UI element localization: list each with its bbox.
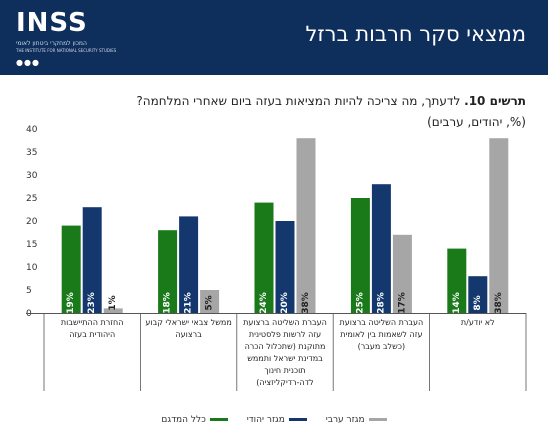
data-label: 17% [397, 292, 407, 314]
data-label: 20% [280, 292, 290, 314]
data-label: 8% [473, 295, 483, 310]
category-label: העברת השליטה ברצועת עזה לרשות פלסטינית מ… [243, 318, 327, 387]
data-label: 18% [163, 292, 173, 314]
header-banner: INSS המכון למחקרי ביטחון לאומי THE INSTI… [0, 0, 548, 75]
y-tick-label: 20 [26, 217, 38, 227]
legend-label: כלל המדגם [161, 415, 206, 425]
bar-1-4 [468, 276, 488, 313]
legend-label: מגזר יהודי [246, 415, 285, 425]
legend-item-jewish: מגזר יהודי [247, 415, 307, 425]
y-tick-label: 25 [26, 194, 37, 204]
data-label: 21% [184, 292, 194, 314]
bar-0-3 [350, 198, 370, 313]
chart-subtitle: (%, יהודים, ערבים) [427, 115, 526, 129]
category-label: העברת השליטה ברצועת עזה לשאמות בין לאומי… [339, 318, 424, 351]
data-label: 25% [355, 292, 365, 314]
category-label: החזרת ההתיישבות היהודית בעזה [60, 318, 124, 339]
y-tick-label: 10 [26, 263, 38, 273]
logo-dots-icon: ●●● [16, 58, 40, 67]
y-tick-label: 15 [26, 240, 37, 250]
chart-question: תרשים 10. לדעתך, מה צריכה להיות המציאות … [26, 91, 526, 133]
data-label: 28% [376, 292, 386, 314]
category-label: ממשל צבאי ישראלי קבוע ברצועה [145, 318, 232, 339]
figure-label: תרשים 10. [464, 94, 526, 108]
data-label: 23% [87, 292, 97, 314]
data-label: 14% [452, 292, 462, 314]
logo-subtitle-he: המכון למחקרי ביטחון לאומי [16, 40, 87, 47]
legend-swatch [288, 418, 307, 421]
category-label: לא יודע/ת [460, 318, 495, 327]
chart-legend: מגזר ערבי מגזר יהודי כלל המדגם [0, 415, 548, 425]
bar-0-0 [61, 225, 81, 313]
y-tick-label: 40 [26, 125, 38, 135]
inss-logo: INSS [16, 8, 88, 38]
legend-label: מגזר ערבי [325, 415, 365, 425]
bar-1-0 [82, 207, 102, 313]
bar-2-1 [200, 290, 220, 313]
y-tick-label: 30 [26, 171, 38, 181]
y-tick-label: 35 [26, 148, 37, 158]
bar-1-1 [179, 216, 199, 313]
data-label: 24% [259, 292, 269, 314]
bar-2-0 [103, 308, 123, 313]
data-label: 38% [301, 292, 311, 314]
bar-0-4 [447, 248, 467, 313]
logo-subtitle: המכון למחקרי ביטחון לאומי THE INSTITUTE … [16, 40, 126, 54]
legend-item-total: כלל המדגם [161, 415, 228, 425]
bar-1-2 [275, 221, 295, 313]
legend-swatch [209, 418, 228, 421]
question-text: לדעתך, מה צריכה להיות המציאות בעזה ביום … [136, 94, 461, 108]
legend-swatch [368, 418, 387, 421]
data-label: 38% [494, 292, 504, 314]
bar-2-3 [392, 234, 412, 313]
page-title: ממצאי סקר חרבות ברזל [305, 22, 526, 46]
data-label: 19% [66, 292, 76, 314]
data-label: 5% [205, 295, 215, 310]
bar-2-2 [296, 138, 316, 313]
data-label: 1% [108, 295, 118, 310]
y-tick-label: 5 [26, 286, 32, 296]
legend-item-arab: מגזר ערבי [326, 415, 387, 425]
bar-1-3 [371, 184, 391, 313]
bar-2-4 [489, 138, 509, 313]
bar-chart: 051015202530354019%18%24%25%14%23%21%20%… [26, 125, 527, 391]
bar-0-2 [254, 202, 274, 313]
logo-subtitle-en: THE INSTITUTE FOR NATIONAL SECURITY STUD… [16, 48, 117, 53]
bar-0-1 [158, 230, 178, 313]
